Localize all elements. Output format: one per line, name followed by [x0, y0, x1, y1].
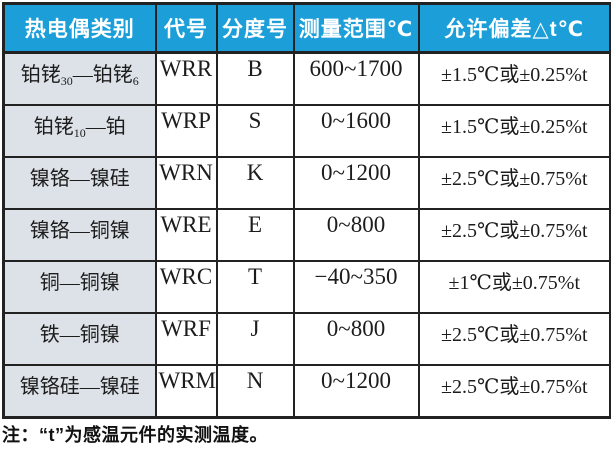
name-text: 镍硅: [99, 376, 140, 398]
cell-code: WRE: [154, 208, 218, 262]
cell-tolerance: ±2.5℃或±0.75%t: [417, 364, 611, 419]
table-note: 注：“t”为感温元件的实测温度。: [2, 425, 268, 445]
header-allowed-deviation: 允许偏差△t℃: [417, 2, 611, 54]
cell-graduation: B: [215, 51, 295, 106]
cell-graduation: S: [215, 104, 295, 158]
name-text: 铜镍: [79, 324, 120, 346]
table-row: 铂铑30—铂铑6 WRR B 600~1700 ±1.5℃或±0.25%t: [2, 51, 611, 106]
cell-code: WRM: [154, 364, 218, 419]
name-text: 镍铬: [29, 220, 70, 242]
cell-graduation: J: [215, 312, 295, 366]
name-subscript: 10: [73, 126, 86, 140]
name-text: —: [69, 168, 90, 190]
table-row: 镍铬—铜镍 WRE E 0~800 ±2.5℃或±0.75%t: [2, 208, 611, 262]
header-row: 热电偶类别 代号 分度号 测量范围℃ 允许偏差△t℃: [2, 2, 611, 54]
name-text: 铁: [39, 324, 60, 346]
name-text: 镍硅: [89, 168, 130, 190]
name-text: —: [79, 376, 100, 398]
cell-code: WRN: [154, 156, 218, 210]
cell-range: 0~800: [292, 208, 420, 262]
cell-range: 0~1200: [292, 364, 420, 419]
name-subscript: 6: [132, 74, 139, 88]
cell-code: WRR: [154, 51, 218, 106]
cell-code: WRF: [154, 312, 218, 366]
name-text: 镍铬: [29, 168, 70, 190]
cell-thermocouple-name: 铜—铜镍: [2, 260, 157, 314]
name-subscript: 30: [60, 74, 73, 88]
name-text: 铜: [39, 272, 60, 294]
name-text: 镍铬硅: [19, 376, 80, 398]
header-measuring-range: 测量范围℃: [292, 2, 420, 54]
table-row: 铁—铜镍 WRF J 0~800 ±2.5℃或±0.75%t: [2, 312, 611, 366]
cell-graduation: K: [215, 156, 295, 210]
header-graduation-number: 分度号: [215, 2, 295, 54]
name-text: 铜镍: [89, 220, 130, 242]
cell-thermocouple-name: 镍铬硅—镍硅: [2, 364, 157, 419]
cell-range: 600~1700: [292, 51, 420, 106]
cell-tolerance: ±1.5℃或±0.25%t: [417, 104, 611, 158]
name-text: 铜镍: [79, 272, 120, 294]
cell-range: −40~350: [292, 260, 420, 314]
cell-tolerance: ±2.5℃或±0.75%t: [417, 312, 611, 366]
header-thermocouple-type: 热电偶类别: [2, 2, 157, 54]
cell-thermocouple-name: 镍铬—镍硅: [2, 156, 157, 210]
cell-thermocouple-name: 铂铑10—铂: [2, 104, 157, 158]
cell-tolerance: ±2.5℃或±0.75%t: [417, 208, 611, 262]
cell-tolerance: ±2.5℃或±0.75%t: [417, 156, 611, 210]
cell-code: WRP: [154, 104, 218, 158]
cell-thermocouple-name: 铂铑30—铂铑6: [2, 51, 157, 106]
cell-graduation: E: [215, 208, 295, 262]
table-row: 铜—铜镍 WRC T −40~350 ±1℃或±0.75%t: [2, 260, 611, 314]
cell-graduation: T: [215, 260, 295, 314]
cell-thermocouple-name: 镍铬—铜镍: [2, 208, 157, 262]
name-text: 铂: [105, 116, 126, 138]
cell-thermocouple-name: 铁—铜镍: [2, 312, 157, 366]
table-row: 镍铬硅—镍硅 WRM N 0~1200 ±2.5℃或±0.75%t: [2, 364, 611, 419]
name-text: —: [85, 116, 106, 138]
name-text: —: [72, 64, 93, 86]
table-body: 铂铑30—铂铑6 WRR B 600~1700 ±1.5℃或±0.25%t 铂铑10—铂 W…: [2, 51, 611, 419]
cell-code: WRC: [154, 260, 218, 314]
name-text: —: [59, 272, 80, 294]
name-text: 铂铑: [20, 64, 61, 86]
name-text: 铂铑: [33, 116, 74, 138]
cell-range: 0~800: [292, 312, 420, 366]
cell-tolerance: ±1℃或±0.75%t: [417, 260, 611, 314]
table-row: 镍铬—镍硅 WRN K 0~1200 ±2.5℃或±0.75%t: [2, 156, 611, 210]
cell-tolerance: ±1.5℃或±0.25%t: [417, 51, 611, 106]
name-text: —: [59, 324, 80, 346]
table-row: 铂铑10—铂 WRP S 0~1600 ±1.5℃或±0.25%t: [2, 104, 611, 158]
name-text: 铂铑: [92, 64, 133, 86]
name-text: —: [69, 220, 90, 242]
thermocouple-spec-table: 热电偶类别 代号 分度号 测量范围℃ 允许偏差△t℃ 铂铑30—铂铑6 WRR B 6…: [2, 2, 611, 419]
cell-range: 0~1200: [292, 156, 420, 210]
cell-range: 0~1600: [292, 104, 420, 158]
cell-graduation: N: [215, 364, 295, 419]
header-code: 代号: [154, 2, 218, 54]
